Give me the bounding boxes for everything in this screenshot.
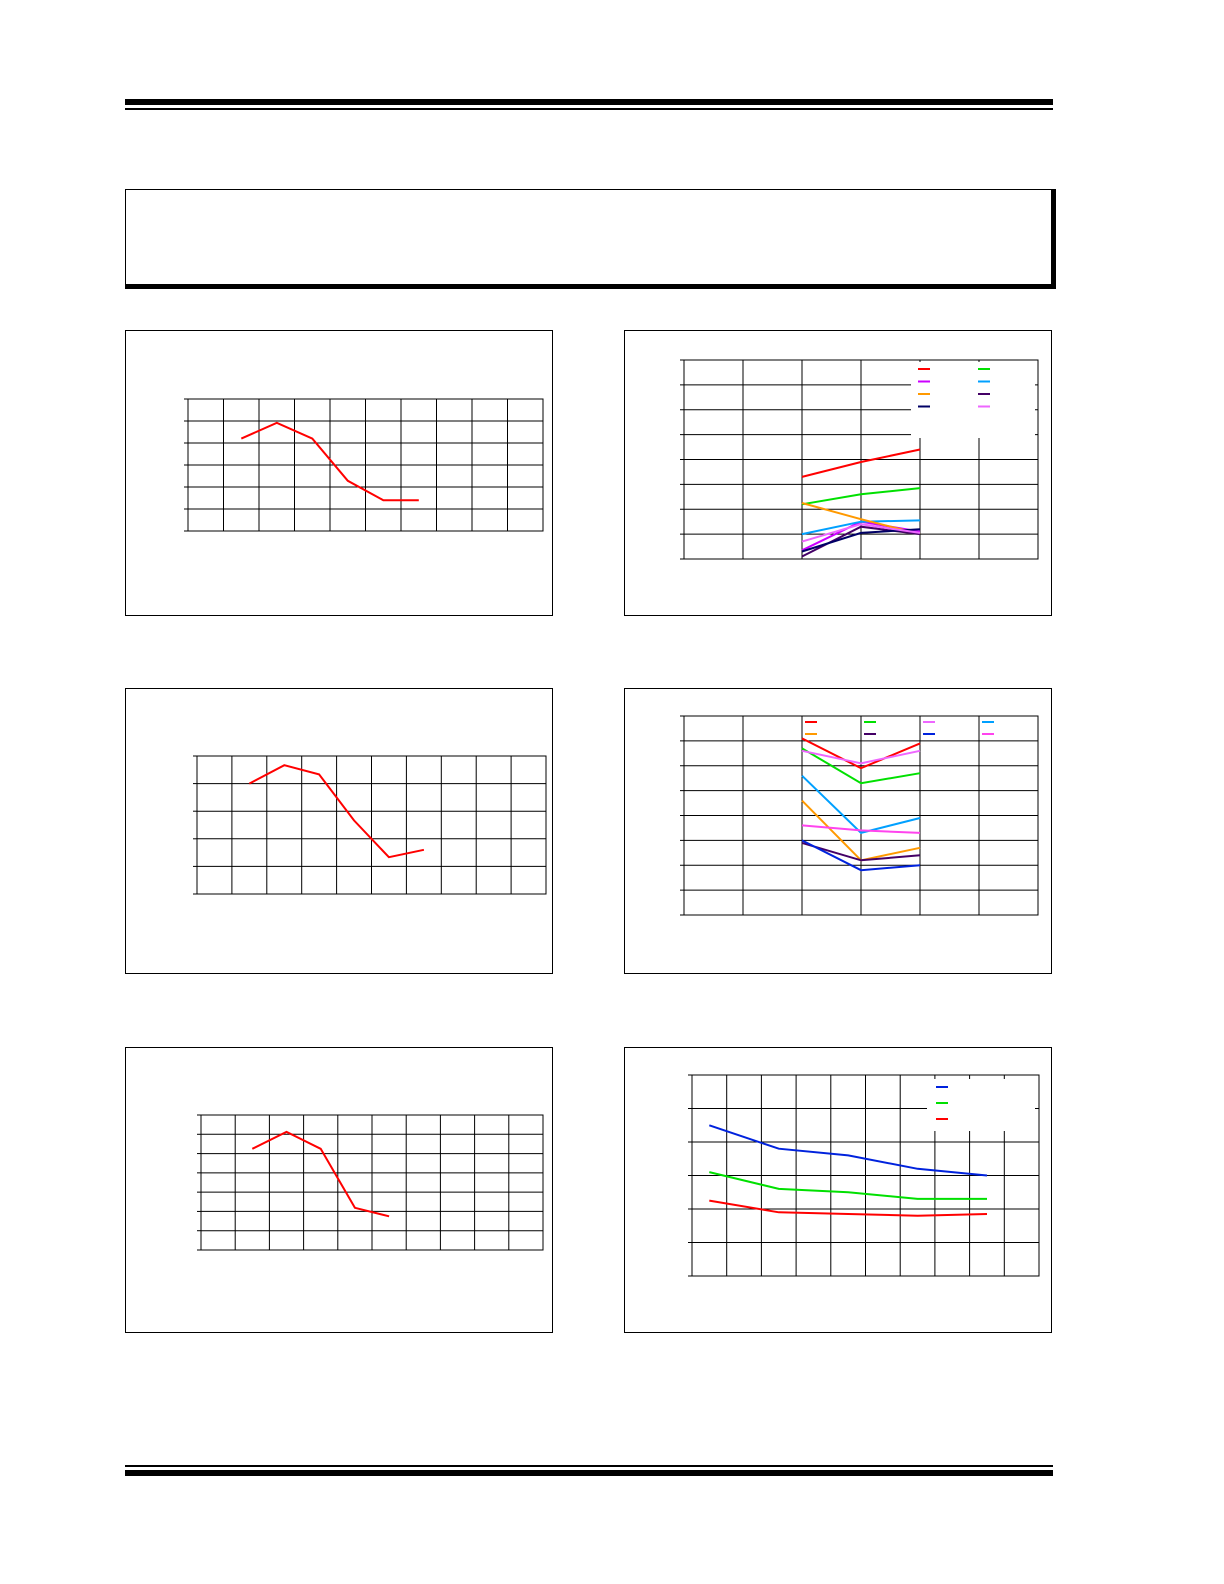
legend: [911, 362, 1035, 438]
chart-panel-2: [624, 330, 1052, 616]
series-line-blue: [708, 1124, 988, 1177]
chart-panel-4: [624, 688, 1052, 974]
chart-panel-3: [125, 688, 553, 974]
series-line-red: [240, 421, 419, 502]
series-line-red: [801, 737, 921, 770]
chart-6: [688, 1074, 1040, 1277]
chart-2: [680, 359, 1039, 560]
chart-1: [184, 398, 544, 532]
series-line-blue: [801, 839, 921, 872]
chart-3: [193, 755, 547, 895]
plot-series: [708, 1124, 988, 1217]
plot-series: [801, 448, 921, 558]
chart-panel-5: [125, 1047, 553, 1333]
header-rule-thick: [125, 99, 1053, 105]
footer-rule-thick: [125, 1470, 1053, 1476]
series-line-darkpurple: [801, 841, 921, 862]
series-line-red: [248, 764, 425, 859]
series-line-sky: [801, 774, 921, 835]
plot-grid: [193, 755, 547, 895]
note-box: [125, 189, 1056, 289]
chart-panel-6: [624, 1047, 1052, 1333]
header-rule-thin: [125, 108, 1053, 110]
plot-grid: [184, 398, 544, 532]
series-line-green: [801, 747, 921, 785]
plot-series: [240, 421, 419, 502]
legend-box: [911, 362, 1035, 438]
series-line-pink: [801, 824, 921, 834]
series-line-red: [251, 1130, 390, 1218]
footer-rule-thin: [125, 1465, 1053, 1467]
chart-4: [680, 715, 1039, 916]
plot-series: [251, 1130, 390, 1218]
series-line-green: [801, 487, 921, 506]
legend: [927, 1079, 1035, 1131]
plot-grid: [680, 715, 1039, 916]
series-line-sky: [801, 519, 921, 536]
series-line-darkpurple: [801, 525, 921, 558]
plot-series: [248, 764, 425, 859]
chart-panel-1: [125, 330, 553, 616]
legend: [805, 721, 994, 735]
series-line-lightmagenta: [801, 523, 921, 543]
plot-series: [801, 737, 921, 872]
plot-grid: [688, 1074, 1040, 1277]
plot-grid: [197, 1114, 544, 1251]
series-line-lightmagenta: [801, 749, 921, 765]
series-line-red: [709, 1199, 988, 1217]
series-line-green: [709, 1171, 987, 1200]
chart-5: [197, 1114, 544, 1251]
series-line-red: [801, 448, 921, 478]
